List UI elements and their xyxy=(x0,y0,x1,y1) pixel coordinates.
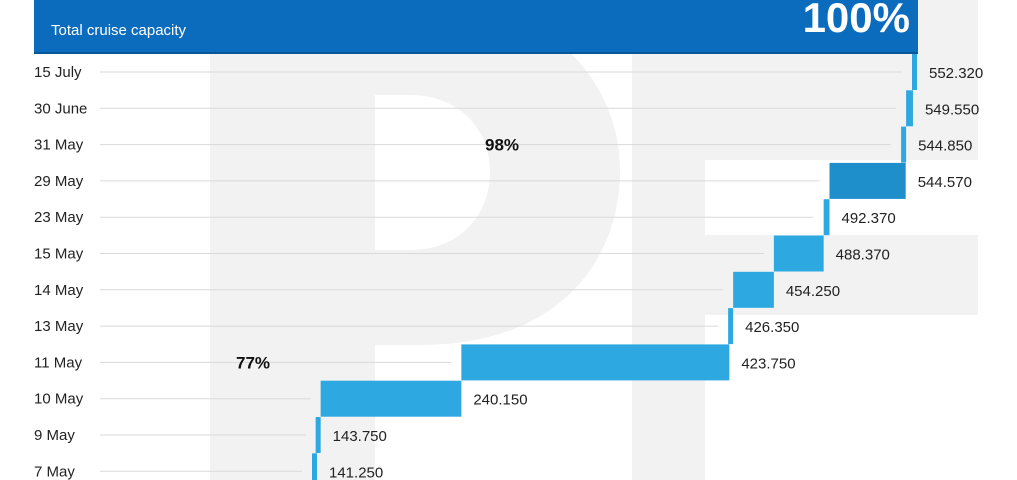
category-label: 15 May xyxy=(34,246,84,263)
waterfall-bar xyxy=(312,453,317,480)
waterfall-bar xyxy=(728,308,734,345)
total-capacity-banner: Total cruise capacity 100% xyxy=(34,0,918,52)
value-label: 240.150 xyxy=(473,392,527,409)
category-label: 23 May xyxy=(34,209,84,226)
category-label: 10 May xyxy=(34,391,84,408)
category-label: 31 May xyxy=(34,137,84,154)
banner-value: 100% xyxy=(802,0,910,41)
waterfall-bar xyxy=(733,271,774,308)
value-label: 552.320 xyxy=(929,65,983,82)
percent-annotation: 77% xyxy=(236,353,270,372)
value-label: 488.370 xyxy=(836,247,890,264)
category-label: 9 May xyxy=(34,427,75,444)
waterfall-bar xyxy=(829,162,906,199)
value-label: 544.850 xyxy=(918,138,972,155)
waterfall-bar xyxy=(320,380,462,417)
category-label: 15 July xyxy=(34,64,82,81)
percent-annotation: 98% xyxy=(485,136,519,155)
value-label: 492.370 xyxy=(841,210,895,227)
banner-label: Total cruise capacity xyxy=(51,22,187,39)
waterfall-bar xyxy=(773,235,824,272)
waterfall-bar xyxy=(823,199,830,236)
category-label: 7 May xyxy=(34,463,75,480)
waterfall-bar xyxy=(901,126,907,163)
waterfall-bar xyxy=(906,90,913,127)
value-label: 544.570 xyxy=(918,174,972,191)
value-label: 454.250 xyxy=(786,283,840,300)
waterfall-bar xyxy=(912,54,917,90)
waterfall-bar xyxy=(461,344,730,381)
waterfall-bar xyxy=(315,417,321,453)
category-label: 13 May xyxy=(34,318,84,335)
value-label: 143.750 xyxy=(333,428,387,445)
value-label: 426.350 xyxy=(745,319,799,336)
value-label: 549.550 xyxy=(925,101,979,118)
category-label: 30 June xyxy=(34,100,87,117)
category-label: 11 May xyxy=(34,354,83,371)
value-label: 141.250 xyxy=(329,464,383,480)
category-label: 29 May xyxy=(34,173,84,190)
category-label: 14 May xyxy=(34,282,84,299)
value-label: 423.750 xyxy=(741,355,795,372)
